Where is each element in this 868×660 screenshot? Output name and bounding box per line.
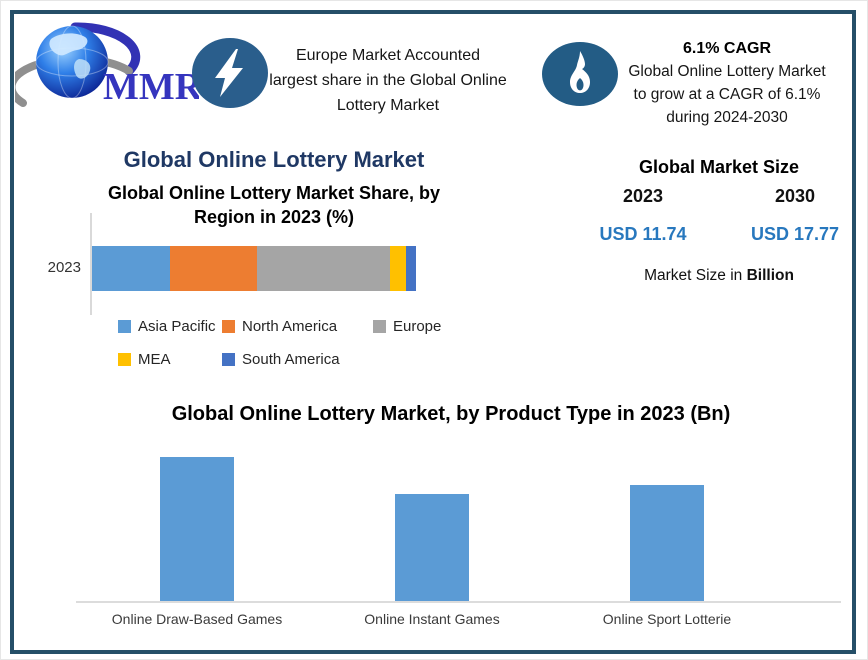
logo-text: MMR (103, 66, 199, 108)
europe-highlight-line: Lottery Market (336, 97, 440, 114)
page-title: Global Online Lottery Market (123, 147, 425, 172)
market-size-title: Global Market Size (638, 157, 800, 177)
flame-icon (542, 42, 618, 106)
legend-swatch-icon (373, 320, 386, 333)
region-category-label: 2023 (47, 259, 81, 276)
region-chart-title-line2: Region in 2023 (%) (193, 207, 355, 227)
lightning-badge (191, 37, 269, 109)
legend-item-north-america: North America (222, 318, 373, 335)
product-bar-label: Online Draw-Based Games (111, 611, 283, 627)
market-size-years: 2023 2030 (567, 186, 867, 207)
product-bar-online-instant-games (395, 494, 469, 601)
mmr-logo-icon: MMR (15, 22, 199, 108)
product-bar-label: Online Instant Games (364, 611, 500, 627)
region-segment-asia-pacific (92, 246, 170, 291)
legend-label: North America (242, 318, 338, 335)
legend-item-south-america: South America (222, 351, 373, 368)
europe-highlight-text: Europe Market Accounted largest share in… (259, 43, 517, 118)
year-start-label: 2023 (622, 186, 664, 206)
legend-label: MEA (138, 351, 171, 368)
market-size-values: USD 11.74 USD 17.77 (567, 224, 867, 245)
legend-item-mea: MEA (118, 351, 222, 368)
europe-highlight-line: largest share in the Global Online (269, 72, 507, 89)
region-stacked-bar (92, 246, 416, 291)
lightning-bolt-icon (192, 38, 268, 108)
cagr-line: to grow at a CAGR of 6.1% (633, 86, 821, 103)
year-end-label: 2030 (774, 186, 816, 206)
legend-label: South America (242, 351, 340, 368)
market-size-caption: Market Size in Billion (567, 267, 867, 285)
product-chart-title: Global Online Lottery Market, by Product… (171, 403, 731, 425)
cagr-line: during 2024-2030 (666, 109, 788, 126)
flame-badge (541, 41, 619, 107)
region-segment-europe (257, 246, 391, 291)
region-segment-mea (390, 246, 407, 291)
region-legend: Asia Pacific North America Europe MEA South … (118, 318, 441, 368)
product-bar-online-draw-based-games (160, 457, 234, 601)
region-y-axis-line (90, 213, 92, 315)
value-start: USD 11.74 (599, 224, 687, 244)
legend-swatch-icon (222, 320, 235, 333)
legend-label: Europe (393, 318, 442, 335)
cagr-title: 6.1% CAGR (682, 40, 772, 57)
legend-swatch-icon (222, 353, 235, 366)
region-segment-north-america (169, 246, 258, 291)
region-chart-title-line1: Global Online Lottery Market Share, by (107, 183, 441, 203)
value-end: USD 17.77 (750, 224, 840, 244)
legend-item-asia-pacific: Asia Pacific (118, 318, 222, 335)
product-x-axis-line (76, 601, 841, 603)
product-chart-section: Global Online Lottery Market, by Product… (51, 397, 851, 641)
caption-prefix: Market Size in (644, 267, 747, 284)
cagr-line: Global Online Lottery Market (628, 63, 826, 80)
region-segment-south-america (406, 246, 416, 291)
legend-swatch-icon (118, 320, 131, 333)
legend-label: Asia Pacific (138, 318, 216, 335)
market-size-panel: Global Market Size 2023 2030 USD 11.74 U… (567, 147, 867, 285)
product-bar-online-sport-lotterie (630, 485, 704, 601)
logo-blue-swoosh (70, 22, 141, 76)
legend-item-europe: Europe (373, 318, 441, 335)
border-frame (10, 10, 856, 654)
region-share-section: Global Online Lottery Market Global Onli… (39, 147, 509, 393)
europe-highlight-line: Europe Market Accounted (295, 47, 481, 64)
legend-swatch-icon (118, 353, 131, 366)
cagr-highlight-text: 6.1% CAGR Global Online Lottery Market t… (609, 37, 845, 129)
region-chart-title: Global Online Lottery Market Share, by R… (39, 181, 509, 229)
caption-emphasis: Billion (746, 267, 794, 284)
product-bar-label: Online Sport Lotterie (602, 611, 732, 627)
